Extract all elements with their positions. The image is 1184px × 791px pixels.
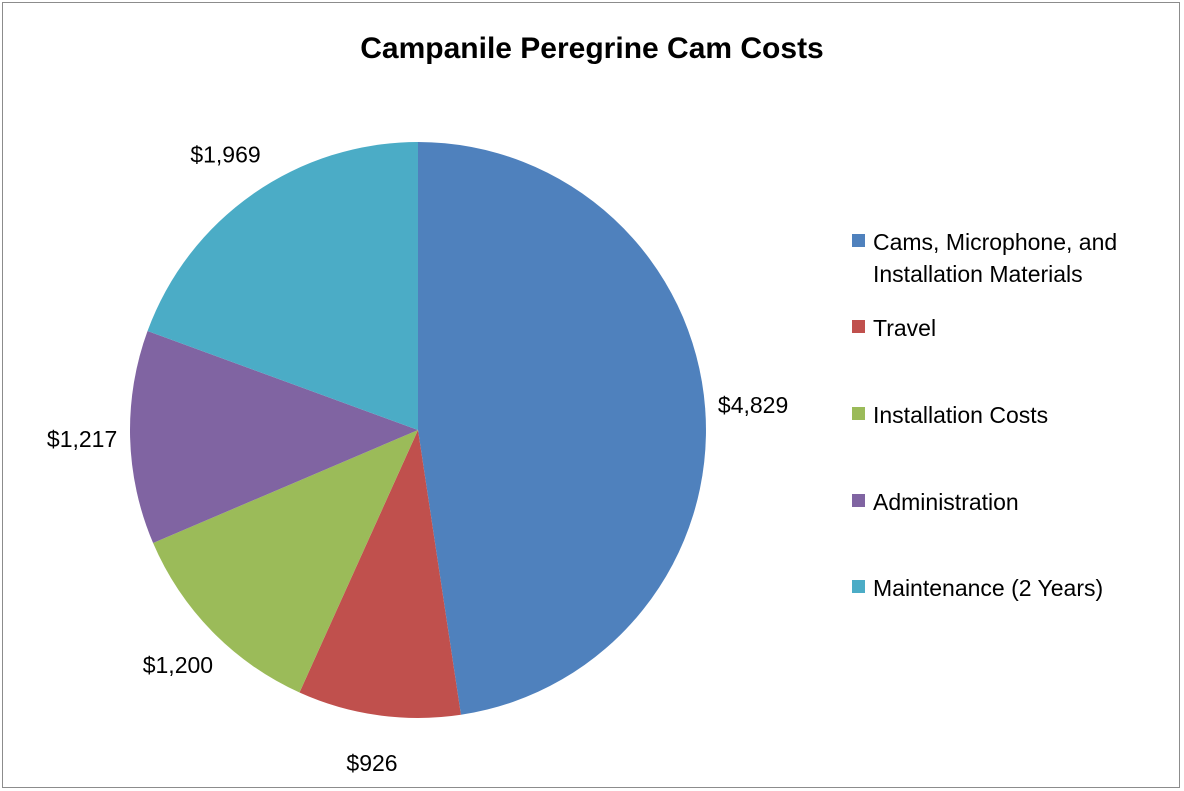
pie-slice-installation-costs <box>153 430 418 693</box>
legend-swatch <box>852 234 865 247</box>
pie-slice-maintenance-2-years <box>147 142 419 430</box>
legend-swatch <box>852 580 865 593</box>
data-label-administration: $1,217 <box>47 426 117 452</box>
data-label-maintenance-2-years: $1,969 <box>190 142 260 168</box>
legend-label: Maintenance (2 Years) <box>873 575 1103 601</box>
legend-label: Administration <box>873 489 1019 515</box>
data-labels: $4,829 $926 $1,200 $1,217 $1,969 <box>47 142 788 776</box>
legend-item-cams-microphone-and-installation-materials: Cams, Microphone, and Installation Materi… <box>852 229 1117 287</box>
legend-label: Travel <box>873 315 936 341</box>
legend-label: Installation Costs <box>873 402 1048 428</box>
legend-label: Cams, Microphone, and Installation Materi… <box>873 229 1117 287</box>
legend-item-travel: Travel <box>852 315 936 341</box>
data-label-installation-costs: $1,200 <box>143 652 213 678</box>
legend-swatch <box>852 494 865 507</box>
legend-swatch <box>852 320 865 333</box>
legend-item-administration: Administration <box>852 489 1019 515</box>
data-label-travel: $926 <box>346 750 397 776</box>
chart-title: Campanile Peregrine Cam Costs <box>360 32 824 65</box>
legend-item-installation-costs: Installation Costs <box>852 402 1048 428</box>
pie-slice-administration <box>129 331 418 543</box>
legend-item-maintenance-2-years: Maintenance (2 Years) <box>852 575 1103 601</box>
legend: Cams, Microphone, and Installation Materi… <box>852 229 1117 601</box>
data-label-cams-microphone-and-installation-materials: $4,829 <box>718 392 788 418</box>
pie-slices <box>129 142 706 718</box>
pie-slice-cams-microphone-and-installation-materials <box>418 142 706 715</box>
pie-slice-travel <box>299 430 461 718</box>
legend-swatch <box>852 407 865 420</box>
